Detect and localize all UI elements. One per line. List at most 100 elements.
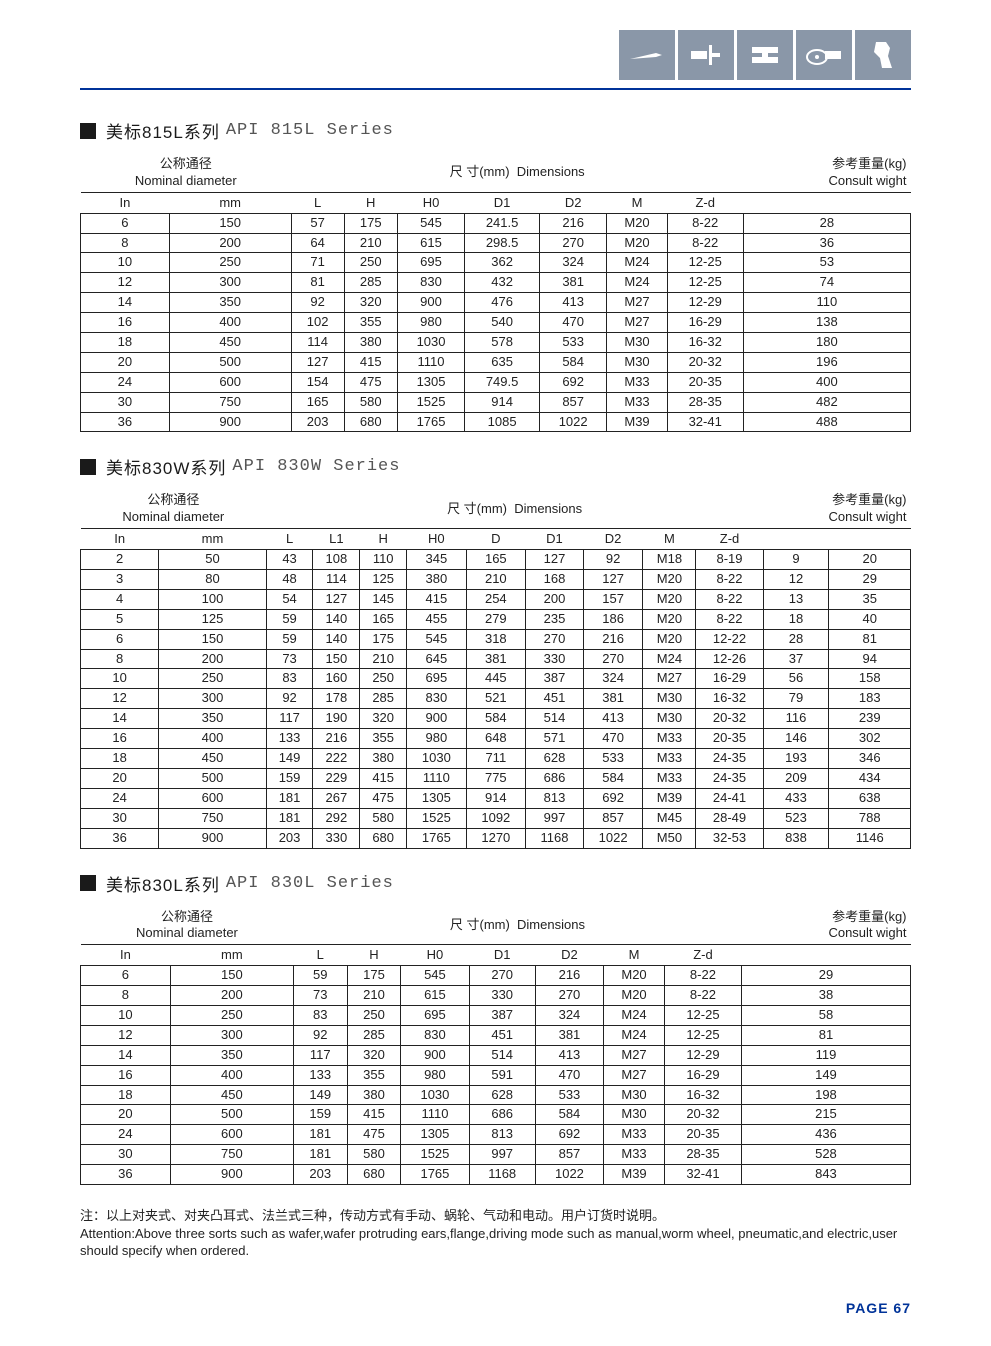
title-bullet [80, 459, 96, 475]
title-bullet [80, 123, 96, 139]
table-cell: 432 [465, 273, 540, 293]
table-cell: 79 [763, 689, 829, 709]
group-nominal: 公称通径Nominal diameter [81, 491, 267, 528]
table-cell: 20-32 [667, 352, 743, 372]
column-header-row: InmmLHH0D1D2MZ-d [81, 945, 911, 966]
table-cell: 92 [583, 550, 642, 570]
table-cell: 680 [347, 1165, 401, 1185]
table-row: 184501492223801030711628533M3324-3519334… [81, 749, 911, 769]
table-cell: 28-35 [667, 392, 743, 412]
table-cell: 475 [344, 372, 397, 392]
table-cell: 10 [81, 1005, 171, 1025]
column-header: D2 [583, 529, 642, 550]
table-cell: 381 [535, 1025, 603, 1045]
table-cell: 521 [466, 689, 525, 709]
table-cell: 415 [360, 768, 407, 788]
column-header-row: InmmLL1HH0DD1D2MZ-d [81, 529, 911, 550]
table-cell: 1305 [407, 788, 466, 808]
table-cell: 8-22 [664, 966, 741, 986]
table-row: 820064210615298.5270M208-2236 [81, 233, 911, 253]
table-cell: 81 [829, 629, 911, 649]
group-nominal: 公称通径Nominal diameter [81, 908, 294, 945]
table-cell: 8-22 [696, 609, 763, 629]
table-cell: 1110 [407, 768, 466, 788]
table-cell: 788 [829, 808, 911, 828]
table-cell: 24-41 [696, 788, 763, 808]
table-cell: M27 [604, 1045, 665, 1065]
table-cell: 32-53 [696, 828, 763, 848]
table-cell: 16-32 [696, 689, 763, 709]
column-header: H [360, 529, 407, 550]
table-cell: 381 [583, 689, 642, 709]
table-cell: 320 [347, 1045, 401, 1065]
table-cell: 1525 [407, 808, 466, 828]
table-cell: 686 [526, 768, 584, 788]
column-header: M [607, 192, 667, 213]
table-cell: 692 [535, 1125, 603, 1145]
column-header: H0 [407, 529, 466, 550]
table-cell: 14 [81, 293, 170, 313]
table-cell: 451 [526, 689, 584, 709]
table-cell: 92 [293, 1025, 347, 1045]
column-header: In [81, 529, 159, 550]
table-cell: 175 [347, 966, 401, 986]
table-cell: 830 [407, 689, 466, 709]
table-cell: 350 [170, 1045, 293, 1065]
table-cell: M27 [607, 293, 667, 313]
table-cell: 222 [313, 749, 360, 769]
table-cell: 250 [344, 253, 397, 273]
table-cell: M20 [604, 986, 665, 1006]
table-cell: 1525 [397, 392, 464, 412]
table-cell: 216 [539, 213, 606, 233]
column-header: Z-d [696, 529, 763, 550]
table-cell: 628 [526, 749, 584, 769]
table-cell: 215 [741, 1105, 910, 1125]
table-cell: 20-35 [664, 1125, 741, 1145]
table-cell: 203 [293, 1165, 347, 1185]
table-cell: 1146 [829, 828, 911, 848]
table-cell: 380 [344, 333, 397, 353]
table-cell: 35 [829, 589, 911, 609]
table-row: 184501493801030628533M3016-32198 [81, 1085, 911, 1105]
table-cell: 695 [401, 1005, 469, 1025]
table-cell: 250 [159, 669, 266, 689]
table-row: 205001592294151110775686584M3324-3520943… [81, 768, 911, 788]
table-cell: 12 [81, 1025, 171, 1045]
table-cell: 80 [159, 570, 266, 590]
table-cell: 350 [159, 709, 266, 729]
table-cell: 150 [313, 649, 360, 669]
table-cell: 1168 [526, 828, 584, 848]
table-cell: 250 [347, 1005, 401, 1025]
table-cell: 92 [266, 689, 313, 709]
column-header-row: InmmLHH0D1D2MZ-d [81, 192, 911, 213]
table-cell: 1270 [466, 828, 525, 848]
table-cell: 680 [360, 828, 407, 848]
page-number: PAGE 67 [846, 1300, 911, 1316]
table-cell: 83 [293, 1005, 347, 1025]
table-cell: M18 [643, 550, 696, 570]
column-header: Z-d [667, 192, 743, 213]
table-cell: 571 [526, 729, 584, 749]
table-cell: 857 [583, 808, 642, 828]
table-cell: 475 [347, 1125, 401, 1145]
table-cell: 216 [535, 966, 603, 986]
header-divider [80, 88, 911, 90]
table-cell: 24 [81, 788, 159, 808]
group-weight: 参考重量(kg)Consult wight [763, 491, 910, 528]
table-cell: 415 [347, 1105, 401, 1125]
table-cell: 580 [344, 392, 397, 412]
table-cell: 381 [539, 273, 606, 293]
column-header: mm [169, 192, 291, 213]
table-cell: 229 [313, 768, 360, 788]
table-cell: 615 [401, 986, 469, 1006]
table-cell: 711 [466, 749, 525, 769]
table-cell: 81 [741, 1025, 910, 1045]
clamp-icon [678, 30, 734, 80]
table-cell: M27 [643, 669, 696, 689]
table-cell: 183 [829, 689, 911, 709]
table-cell: 127 [291, 352, 344, 372]
table-cell: M24 [604, 1025, 665, 1045]
table-cell: 680 [344, 412, 397, 432]
column-header: mm [170, 945, 293, 966]
table-cell: 578 [465, 333, 540, 353]
